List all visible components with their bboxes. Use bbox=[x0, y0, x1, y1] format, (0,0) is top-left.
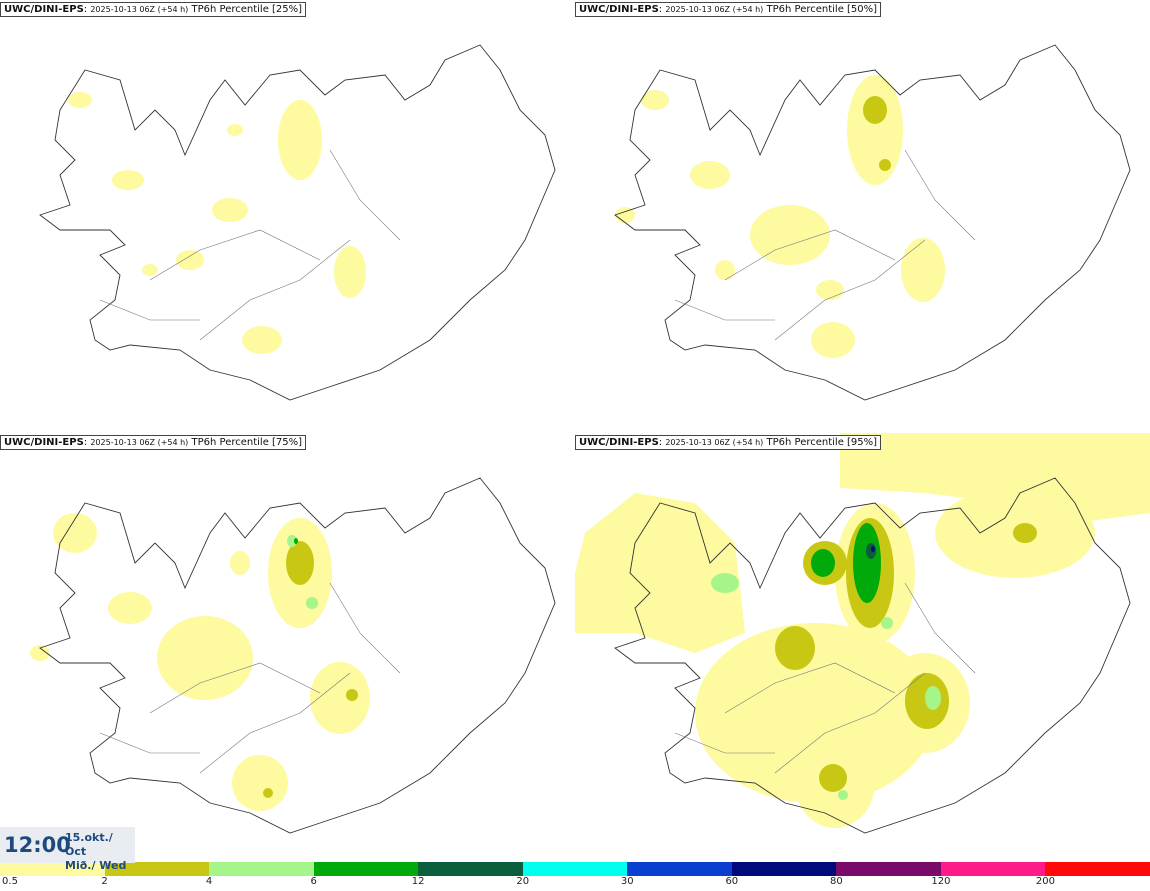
field-label: TP6h Percentile [25%] bbox=[191, 4, 303, 15]
model-name: UWC/DINI-EPS bbox=[4, 437, 84, 448]
panel-title: UWC/DINI-EPS: 2025-10-13 06Z (+54 h) TP6… bbox=[575, 435, 882, 450]
color-scale-ticks: 0.5 2 4 6 12 20 30 60 80 120 200 bbox=[0, 876, 1150, 891]
precip-areas bbox=[575, 433, 1150, 828]
precip-areas bbox=[615, 75, 945, 358]
model-name: UWC/DINI-EPS bbox=[579, 4, 659, 15]
valid-date-line1: 15.okt./ Oct bbox=[65, 831, 113, 858]
legend-tick-label: 120 bbox=[931, 876, 951, 887]
legend-swatch bbox=[0, 862, 105, 876]
valid-date-line2: Mið./ Wed bbox=[65, 859, 127, 872]
rivers bbox=[99, 582, 401, 774]
legend-swatch bbox=[418, 862, 523, 876]
legend-swatch bbox=[627, 862, 732, 876]
rivers bbox=[674, 149, 976, 341]
iceland-map bbox=[575, 433, 1150, 834]
legend-tick-label: 0.5 bbox=[2, 876, 18, 887]
legend-swatch bbox=[209, 862, 314, 876]
run-time: 2025-10-13 06Z (+54 h) bbox=[90, 5, 189, 14]
panel-title: UWC/DINI-EPS: 2025-10-13 06Z (+54 h) TP6… bbox=[0, 2, 307, 17]
coastline bbox=[39, 477, 556, 834]
run-time: 2025-10-13 06Z (+54 h) bbox=[665, 5, 764, 14]
legend-tick-label: 2 bbox=[101, 876, 108, 887]
legend-swatch bbox=[731, 862, 837, 876]
panel-title: UWC/DINI-EPS: 2025-10-13 06Z (+54 h) TP6… bbox=[0, 435, 307, 450]
legend-tick-label: 12 bbox=[411, 876, 425, 887]
model-name: UWC/DINI-EPS bbox=[4, 4, 84, 15]
precip-areas bbox=[30, 513, 370, 811]
legend-tick-label: 80 bbox=[829, 876, 843, 887]
run-time: 2025-10-13 06Z (+54 h) bbox=[665, 438, 764, 447]
map-panel-75: UWC/DINI-EPS: 2025-10-13 06Z (+54 h) TP6… bbox=[0, 433, 575, 863]
iceland-map bbox=[30, 477, 556, 834]
rivers bbox=[674, 582, 976, 774]
model-name: UWC/DINI-EPS bbox=[579, 437, 659, 448]
legend-tick-label: 4 bbox=[205, 876, 213, 887]
legend-swatch bbox=[940, 862, 1046, 876]
coastline bbox=[614, 477, 1131, 834]
legend-swatch bbox=[836, 862, 941, 876]
color-scale bbox=[0, 862, 1150, 876]
coastline bbox=[39, 44, 556, 401]
field-label: TP6h Percentile [75%] bbox=[191, 437, 303, 448]
iceland-map bbox=[614, 44, 1131, 401]
legend-tick-label: 60 bbox=[725, 876, 739, 887]
map-panel-25: UWC/DINI-EPS: 2025-10-13 06Z (+54 h) TP6… bbox=[0, 0, 575, 430]
legend-tick-label: 20 bbox=[516, 876, 530, 887]
field-label: TP6h Percentile [50%] bbox=[766, 4, 878, 15]
rivers bbox=[99, 149, 401, 341]
panel-title: UWC/DINI-EPS: 2025-10-13 06Z (+54 h) TP6… bbox=[575, 2, 882, 17]
legend-tick-label: 6 bbox=[310, 876, 317, 887]
legend-tick-label: 200 bbox=[1035, 876, 1055, 887]
run-time: 2025-10-13 06Z (+54 h) bbox=[90, 438, 189, 447]
legend-swatch bbox=[1045, 862, 1150, 876]
precip-areas bbox=[68, 92, 366, 354]
legend-tick-label: 30 bbox=[620, 876, 634, 887]
valid-date: 15.okt./ Oct Mið./ Wed bbox=[65, 831, 135, 873]
legend-swatch bbox=[313, 862, 419, 876]
coastline bbox=[614, 44, 1131, 401]
field-label: TP6h Percentile [95%] bbox=[766, 437, 878, 448]
map-panel-95: UWC/DINI-EPS: 2025-10-13 06Z (+54 h) TP6… bbox=[575, 433, 1150, 863]
valid-time-box: 12:00 15.okt./ Oct Mið./ Wed bbox=[0, 827, 135, 872]
valid-clock: 12:00 bbox=[4, 833, 71, 857]
iceland-map bbox=[39, 44, 556, 401]
legend-swatch bbox=[522, 862, 628, 876]
map-panel-50: UWC/DINI-EPS: 2025-10-13 06Z (+54 h) TP6… bbox=[575, 0, 1150, 430]
legend-swatch bbox=[104, 862, 210, 876]
